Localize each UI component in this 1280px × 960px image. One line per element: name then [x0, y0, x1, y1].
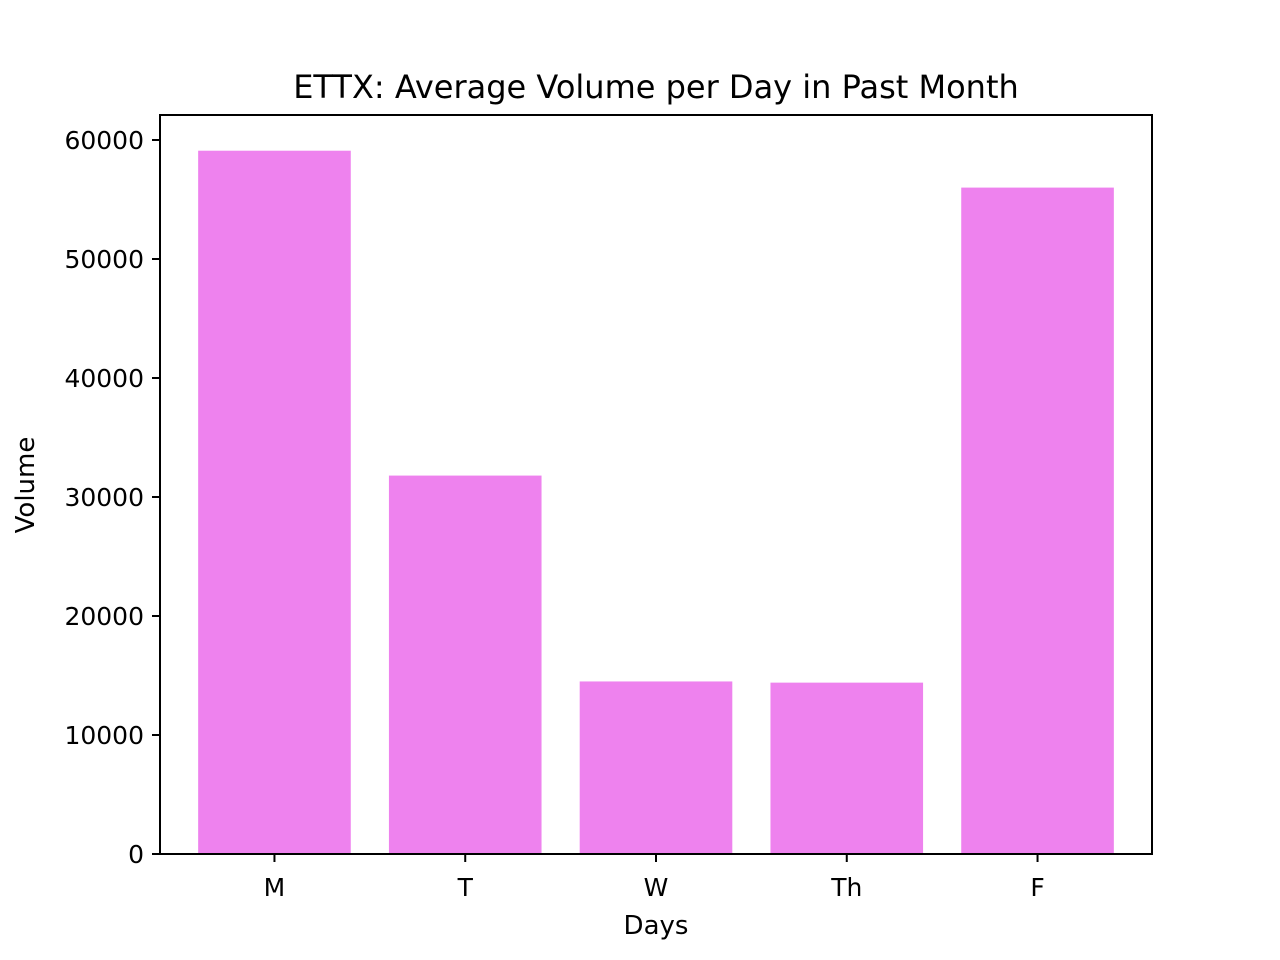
x-tick-label: M	[264, 873, 286, 902]
y-tick-label: 30000	[64, 483, 144, 512]
y-axis-label: Volume	[11, 437, 41, 534]
y-tick-label: 0	[128, 840, 144, 869]
x-axis-ticks: M T W Th F	[264, 854, 1045, 902]
x-tick-label: W	[644, 873, 669, 902]
bar-f	[961, 187, 1114, 854]
plot-frame	[159, 114, 1153, 855]
x-tick-label: F	[1030, 873, 1044, 902]
x-axis-label: Days	[624, 911, 689, 941]
y-tick-label: 10000	[64, 721, 144, 750]
chart-title: ETTX: Average Volume per Day in Past Mon…	[293, 68, 1019, 106]
bars-group	[198, 150, 1114, 854]
bar-w	[579, 681, 733, 854]
bar-t	[388, 475, 542, 854]
y-tick-label: 50000	[64, 245, 144, 274]
x-tick-label: Th	[830, 873, 862, 902]
plot-area: 0 10000 20000 30000 40000 50000 60000 M T W Th F	[64, 114, 1153, 902]
y-tick-label: 20000	[64, 602, 144, 631]
bar-th	[770, 682, 924, 854]
y-tick-label: 40000	[64, 364, 144, 393]
x-tick-label: T	[457, 873, 474, 902]
y-tick-label: 60000	[64, 126, 144, 155]
bar-m	[198, 150, 351, 854]
y-axis-ticks: 0 10000 20000 30000 40000 50000 60000	[64, 126, 160, 869]
